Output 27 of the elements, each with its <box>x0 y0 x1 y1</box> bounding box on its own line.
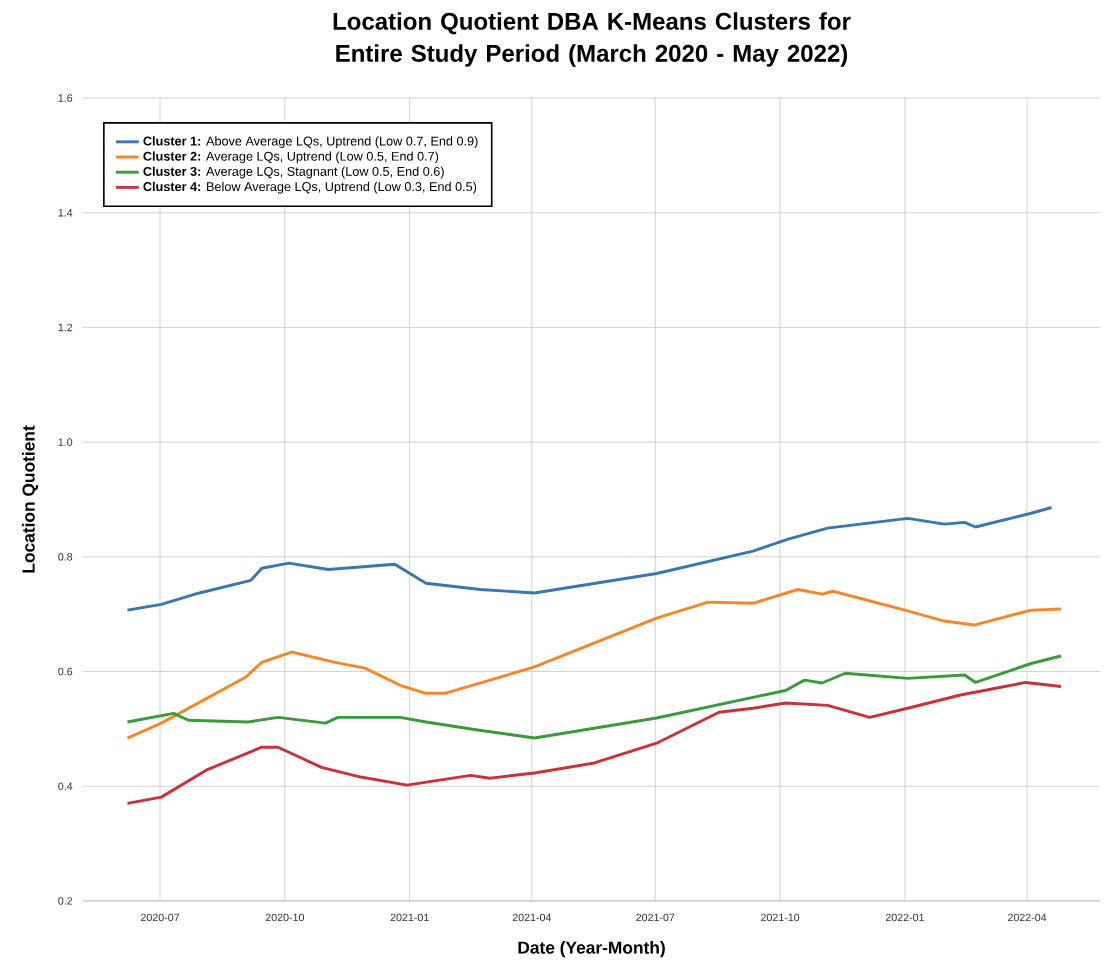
chart-title: Location Quotient DBA K-Means Clusters for Entire Study Period (March 2020 - May 2022) <box>333 12 851 67</box>
x-tick-label: 2021-04 <box>512 913 552 922</box>
y-tick-label: 1.6 <box>58 94 73 102</box>
y-tick-label: 0.8 <box>58 552 73 561</box>
y-tick-label: 0.2 <box>58 897 73 905</box>
x-tick-label: 2022-04 <box>1008 913 1047 922</box>
y-tick-label: 1.2 <box>58 323 73 332</box>
legend-label: Cluster 2: Average LQs, Uptrend (Low 0.5, End 0.7) <box>143 151 439 164</box>
x-tick-label: 2021-07 <box>636 913 675 922</box>
y-tick-label: 1.0 <box>58 438 73 446</box>
x-tick-label: 2020-07 <box>141 913 180 922</box>
line-series <box>126 680 1063 805</box>
line-series <box>126 587 1063 740</box>
x-tick-label: 2022-01 <box>885 913 924 922</box>
x-tick-label: 2021-01 <box>390 913 429 922</box>
x-tick-label: 2021-10 <box>761 913 800 922</box>
line-series <box>126 505 1053 612</box>
legend-label: Cluster 3: Average LQs, Stagnant (Low 0.5, End 0.6) <box>143 166 444 179</box>
legend-label: Cluster 4: Below Average LQs, Uptrend (Low 0.3, End 0.5) <box>143 181 477 194</box>
y-tick-label: 0.4 <box>58 782 73 790</box>
x-tick-label: 2020-10 <box>265 913 305 922</box>
x-axis-title: Date (Year-Month) <box>518 940 665 958</box>
legend-label: Cluster 1: Above Average LQs, Uptrend (Low 0.7, End 0.9) <box>143 136 478 148</box>
y-tick-label: 0.6 <box>58 667 73 676</box>
line-series <box>126 654 1063 740</box>
y-axis-title: Location Quotient <box>22 425 38 573</box>
y-tick-label: 1.4 <box>58 208 73 217</box>
